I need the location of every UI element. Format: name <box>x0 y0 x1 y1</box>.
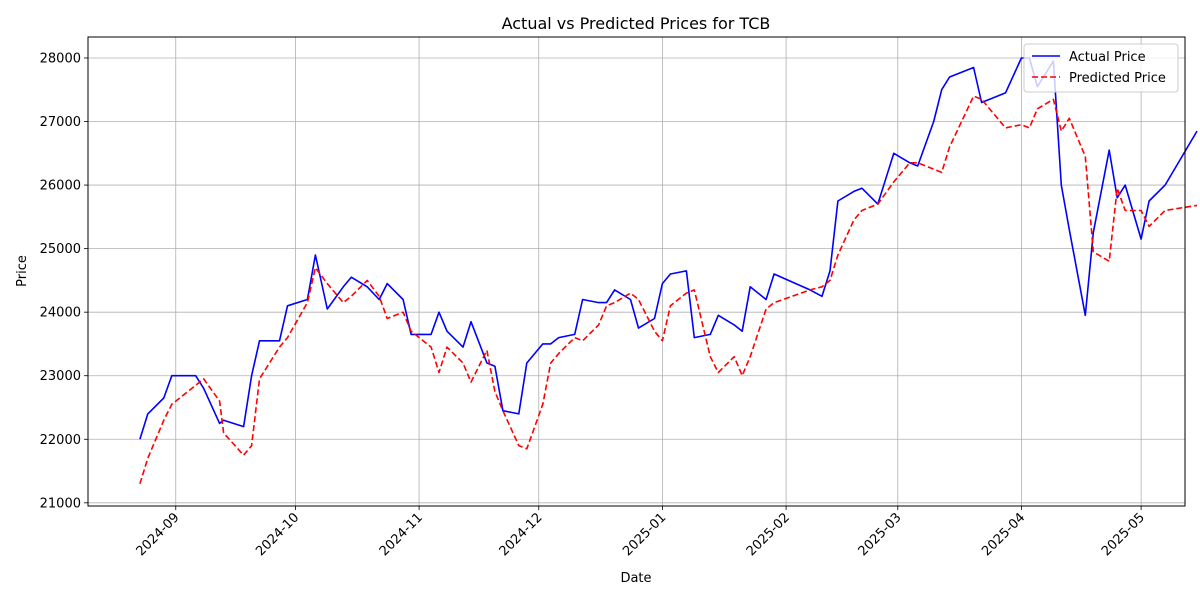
chart-title: Actual vs Predicted Prices for TCB <box>502 14 771 33</box>
grid <box>88 37 1185 506</box>
y-axis: 21000 22000 23000 24000 25000 26000 27000 28000 <box>40 51 88 511</box>
y-tick-label: 26000 <box>40 179 81 194</box>
y-tick-label: 27000 <box>40 115 81 130</box>
legend-label-predicted: Predicted Price <box>1069 71 1166 86</box>
series-group <box>139 57 1198 485</box>
y-tick-label: 23000 <box>40 369 81 384</box>
y-axis-label: Price <box>15 255 30 287</box>
y-tick-label: 24000 <box>40 306 81 321</box>
series-line-predicted <box>139 95 1198 485</box>
x-axis-label: Date <box>620 571 651 586</box>
legend-box <box>1023 43 1179 93</box>
legend: Actual Price Predicted Price <box>1023 43 1179 93</box>
y-tick-label: 28000 <box>40 51 81 66</box>
series-line-actual <box>139 57 1198 440</box>
legend-label-actual: Actual Price <box>1069 50 1146 65</box>
y-tick-label: 22000 <box>40 433 81 448</box>
y-tick-label: 21000 <box>40 496 81 511</box>
y-tick-label: 25000 <box>40 242 81 257</box>
plot-frame <box>87 36 1186 507</box>
